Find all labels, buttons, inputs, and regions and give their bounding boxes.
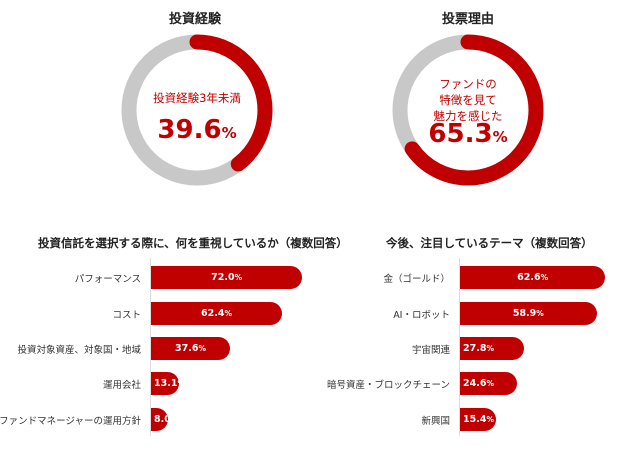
bar-category-label: 宇宙関連 <box>411 345 450 356</box>
donut-label-line: ファンドの <box>439 77 497 91</box>
donut-value-number: 65.3 <box>428 119 493 149</box>
bar-value-label: 27.8% <box>463 343 494 354</box>
bar-value-label: 72.0% <box>211 272 243 283</box>
donut-charts <box>121 34 544 186</box>
donut-arc-reason <box>392 34 544 186</box>
donut-value-reason: 65.3% <box>408 119 528 149</box>
donut-value-unit: % <box>221 124 237 142</box>
donut-value-number: 39.6 <box>157 115 222 145</box>
donut-label-reason: ファンドの 特徴を見て 魅力を感じた <box>408 76 528 124</box>
bar-value-label: 15.4% <box>463 414 494 425</box>
bar-axis <box>459 258 460 436</box>
bar: 27.8% <box>460 337 525 360</box>
bar: 62.4% <box>151 302 283 325</box>
bar-value-label: 8.0% <box>154 414 179 425</box>
bar-value-label: 62.6% <box>517 272 549 283</box>
bar: 37.6% <box>151 337 230 360</box>
bar: 8.0% <box>151 408 178 431</box>
bar: 15.4% <box>460 408 496 431</box>
bar-value-label: 62.4% <box>201 308 232 319</box>
bar-category-label: ファンドマネージャーの運用方針 <box>0 416 141 427</box>
donut-value-unit: % <box>492 128 508 146</box>
bar-axis <box>150 258 151 436</box>
bar-title-themes: 今後、注目しているテーマ（複数回答） <box>386 236 593 250</box>
donut-label-line: 特徴を見て <box>439 93 497 107</box>
bar: 24.6% <box>460 372 518 395</box>
bar: 13.1% <box>151 372 185 395</box>
donut-title-experience: 投資経験 <box>168 12 221 27</box>
bar-category-label: 金（ゴールド） <box>383 274 450 285</box>
bar-category-label: AI・ロボット <box>393 310 450 321</box>
bar: 62.6% <box>460 266 606 289</box>
bar-category-label: 暗号資産・ブロックチェーン <box>326 380 450 391</box>
donut-value-experience: 39.6% <box>137 115 257 145</box>
bar-value-label: 58.9% <box>512 308 544 319</box>
donut-label-experience: 投資経験3年未満 <box>153 91 241 105</box>
bar-category-label: 運用会社 <box>102 380 141 391</box>
bar-value-label: 24.6% <box>463 378 494 389</box>
bar: 72.0% <box>151 266 303 289</box>
bar-category-label: パフォーマンス <box>74 274 141 285</box>
donut-title-reason: 投票理由 <box>441 12 494 27</box>
bar: 58.9% <box>460 302 597 325</box>
bar-category-label: コスト <box>112 310 141 321</box>
bar-value-label: 37.6% <box>174 343 206 354</box>
donut-label-line: 魅力を感じた <box>433 109 503 123</box>
bar-category-label: 投資対象資産、対象国・地域 <box>17 345 141 356</box>
donut-arc-experience <box>121 34 273 186</box>
bar-category-label: 新興国 <box>421 416 450 427</box>
bar-title-criteria: 投資信託を選択する際に、何を重視しているか（複数回答） <box>38 236 348 250</box>
bar-value-label: 13.1% <box>154 378 185 389</box>
